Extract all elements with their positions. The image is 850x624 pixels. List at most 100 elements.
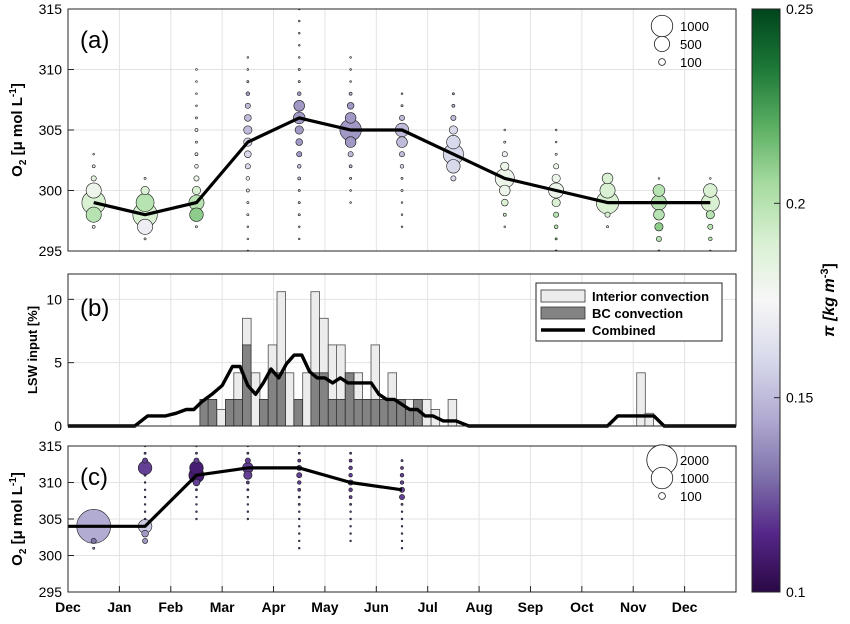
data-point xyxy=(503,140,507,144)
data-point xyxy=(348,164,353,169)
data-point xyxy=(451,103,456,108)
x-axis-month-ticks: Dec Jan Feb Mar Apr May Jun Jul Aug Sep Oct Nov Dec xyxy=(55,586,698,615)
data-point xyxy=(400,546,404,550)
bar-bc-convection xyxy=(361,398,372,426)
data-point xyxy=(195,517,198,521)
x-tick-label: Apr xyxy=(261,599,286,615)
y-tick-label: 5 xyxy=(54,355,62,371)
bar-interior-convection xyxy=(250,372,261,426)
data-point xyxy=(606,225,609,229)
data-point xyxy=(298,56,301,59)
data-point xyxy=(554,152,558,156)
data-point xyxy=(348,487,353,492)
data-point xyxy=(349,532,352,535)
legend-entry-label: BC convection xyxy=(592,306,683,321)
bar-bc-convection xyxy=(310,372,320,426)
data-point xyxy=(143,510,147,513)
data-point xyxy=(297,164,302,169)
bar-bc-convection xyxy=(353,398,364,426)
data-point xyxy=(344,136,357,148)
data-point xyxy=(707,223,714,230)
bar-interior-convection xyxy=(276,291,287,426)
data-point xyxy=(246,80,250,83)
bar-bc-convection xyxy=(293,398,303,426)
data-point xyxy=(246,495,250,499)
data-point xyxy=(195,104,198,108)
data-point xyxy=(348,458,353,463)
bar-bc-convection xyxy=(259,398,269,426)
data-point xyxy=(554,140,558,144)
data-point xyxy=(193,175,200,182)
data-point xyxy=(297,487,302,492)
data-point xyxy=(195,451,198,455)
data-point xyxy=(446,135,461,150)
data-point xyxy=(399,164,405,169)
data-point xyxy=(143,177,147,180)
bar-bc-convection xyxy=(267,372,278,426)
data-point xyxy=(246,451,250,455)
data-point xyxy=(349,510,352,513)
data-point xyxy=(85,182,102,199)
data-point xyxy=(657,177,661,180)
y-tick-label: 10 xyxy=(46,291,62,307)
data-point xyxy=(194,164,199,169)
data-point xyxy=(400,510,404,513)
data-point xyxy=(446,159,461,174)
data-point xyxy=(297,189,301,192)
data-point xyxy=(195,116,198,120)
bar-bc-convection xyxy=(276,372,287,426)
data-point xyxy=(296,472,303,479)
data-point xyxy=(246,503,250,506)
legend-entry-label: Combined xyxy=(592,323,656,338)
legend-size-label: 2000 xyxy=(680,453,709,468)
data-point xyxy=(599,182,616,199)
data-point xyxy=(399,151,405,158)
data-point xyxy=(400,201,404,204)
bar-bc-convection xyxy=(207,398,218,426)
bar-bc-convection xyxy=(336,398,346,426)
data-point xyxy=(450,175,457,182)
data-point xyxy=(297,68,301,71)
data-point xyxy=(298,510,301,513)
data-point xyxy=(501,198,509,207)
data-point xyxy=(344,112,357,124)
data-point xyxy=(143,495,147,499)
y-tick-label: 300 xyxy=(39,548,63,564)
data-point xyxy=(297,213,301,217)
data-point xyxy=(298,546,301,550)
data-point xyxy=(246,225,250,229)
data-point xyxy=(400,503,404,506)
data-point xyxy=(195,510,198,513)
data-point xyxy=(143,237,147,241)
data-point xyxy=(400,525,404,528)
data-point xyxy=(195,503,198,506)
data-point xyxy=(703,183,718,198)
data-point xyxy=(143,488,147,491)
y-tick-label: 0 xyxy=(54,418,62,434)
panel-c-y-ticks: 295 300 305 310 315 xyxy=(39,438,74,600)
data-point xyxy=(400,539,404,543)
bar-bc-convection xyxy=(225,398,235,426)
bar-interior-convection xyxy=(636,372,646,426)
data-point xyxy=(85,206,102,223)
data-point xyxy=(195,68,198,71)
data-point xyxy=(135,193,155,212)
data-point xyxy=(246,188,250,193)
data-point xyxy=(551,173,561,183)
data-point xyxy=(246,213,250,217)
bar-bc-convection xyxy=(327,398,338,426)
legend-size-label: 500 xyxy=(680,37,702,52)
panel-b-combined-line xyxy=(68,353,736,428)
y-tick-label: 295 xyxy=(39,243,63,259)
data-point xyxy=(349,80,352,83)
data-point xyxy=(500,161,510,171)
data-point xyxy=(195,488,198,492)
data-point xyxy=(296,151,303,158)
data-point xyxy=(349,451,352,455)
data-point xyxy=(245,91,251,96)
x-tick-label: Feb xyxy=(158,599,183,615)
data-point xyxy=(298,539,301,543)
legend-size-label: 100 xyxy=(680,55,702,70)
data-point xyxy=(246,68,250,71)
